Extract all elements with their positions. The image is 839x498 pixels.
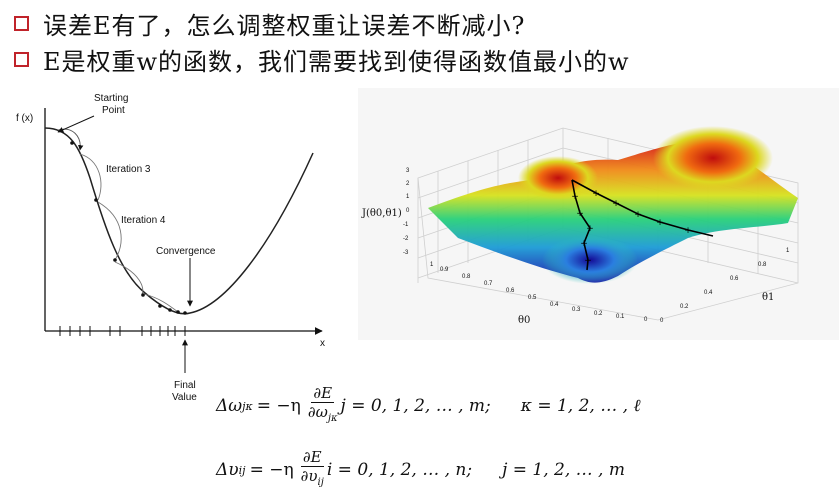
y-axis-label: θ1: [762, 292, 774, 303]
z-tick: -3: [403, 250, 409, 256]
descent-path-1: [571, 179, 591, 271]
final-label-1: Final: [174, 380, 196, 391]
x-axis-label: θ0: [518, 315, 530, 326]
x-tick: 0: [644, 317, 648, 323]
bullet-2: E是权重w的函数，我们需要找到使得函数值最小的w: [14, 42, 630, 77]
iteration-point: [168, 308, 172, 312]
z-tick: 1: [406, 194, 410, 200]
iter4-label: Iteration 4: [121, 215, 166, 226]
iteration-point: [141, 293, 145, 297]
x-tick: 0.6: [506, 288, 515, 294]
x-tick: 0.3: [572, 307, 581, 313]
y-tick: 0.8: [758, 262, 767, 268]
x-tick: 1: [430, 262, 434, 268]
convergence-label: Convergence: [156, 246, 216, 257]
cost-surface-3d: + + + + + + + + + + 3 2 1 0 -1 -2 -3 1 0…: [358, 88, 839, 340]
bullet-text-1: 误差E有了，怎么调整权重让误差不断减小?: [43, 12, 526, 40]
path-marker: +: [684, 226, 692, 236]
gradient-descent-diagram: f (x) x Starting Point Iteration 3 Itera…: [16, 93, 325, 403]
iteration-point: [94, 198, 98, 202]
cost-curve: [44, 127, 314, 315]
iteration-arc: [114, 261, 144, 295]
y-axis-label: f (x): [16, 113, 33, 124]
z-tick: 3: [406, 168, 410, 174]
path-marker: +: [580, 239, 588, 249]
start-arrow: [57, 115, 95, 133]
x-tick: 0.1: [616, 314, 625, 320]
iteration-point: [176, 310, 180, 314]
z-tick: 2: [406, 181, 410, 187]
y-tick: 0.6: [730, 276, 739, 282]
path-marker: +: [576, 209, 584, 219]
x-tick: 0.7: [484, 281, 493, 287]
iter3-label: Iteration 3: [106, 164, 151, 175]
path-marker: +: [634, 210, 642, 220]
y-tick: 0.2: [680, 304, 689, 310]
y-tick: 1: [786, 248, 790, 254]
x-tick: 0.8: [462, 274, 471, 280]
surface-peak-left: [518, 156, 598, 200]
y-tick: 0.4: [704, 290, 713, 296]
surface-pit: [542, 236, 638, 284]
start-label-1: Starting: [94, 93, 128, 104]
surface-peak-right: [653, 126, 773, 190]
path-marker: +: [656, 218, 664, 228]
path-marker: +: [592, 189, 600, 199]
z-tick: -2: [403, 236, 409, 242]
iteration-point: [183, 311, 187, 315]
iteration-arc: [79, 153, 102, 201]
path-marker: +: [584, 256, 592, 266]
z-tick: 0: [406, 208, 410, 214]
bullet-text-2: E是权重w的函数，我们需要找到使得函数值最小的w: [43, 48, 630, 76]
x-tick: 0.4: [550, 302, 559, 308]
iteration-arc: [97, 201, 122, 261]
iteration-point: [158, 304, 162, 308]
partial-fraction: ∂E ∂υij: [300, 448, 324, 488]
final-label-2: Value: [172, 392, 197, 403]
start-label-2: Point: [102, 105, 125, 116]
z-axis-label: J(θ0,θ1): [361, 208, 402, 219]
weight-update-equation-1: Δω jκ = −η ∂E ∂ωjκ j = 0, 1, 2, … , m; κ …: [216, 384, 641, 428]
path-marker: +: [586, 224, 594, 234]
x-tick: 0.5: [528, 295, 537, 301]
x-tick: 0.2: [594, 311, 603, 317]
bullet-square-icon: [14, 16, 29, 31]
bullet-square-icon: [14, 52, 29, 67]
partial-fraction: ∂E ∂ωjκ: [307, 384, 338, 424]
weight-update-equation-2: Δυ ij = −η ∂E ∂υij i = 0, 1, 2, … , n; j …: [216, 448, 625, 492]
y-tick: 0: [660, 318, 664, 324]
bullet-1: 误差E有了，怎么调整权重让误差不断减小?: [14, 6, 525, 41]
iteration-point: [113, 258, 117, 262]
iteration-point: [70, 141, 74, 145]
iteration-arc: [143, 293, 179, 313]
descent-path-2: [571, 179, 714, 237]
z-tick: -1: [403, 222, 409, 228]
path-marker: +: [612, 199, 620, 209]
path-marker: +: [571, 192, 579, 202]
x-ticks: [59, 326, 186, 336]
x-axis-label: x: [320, 338, 325, 349]
x-tick: 0.9: [440, 267, 449, 273]
